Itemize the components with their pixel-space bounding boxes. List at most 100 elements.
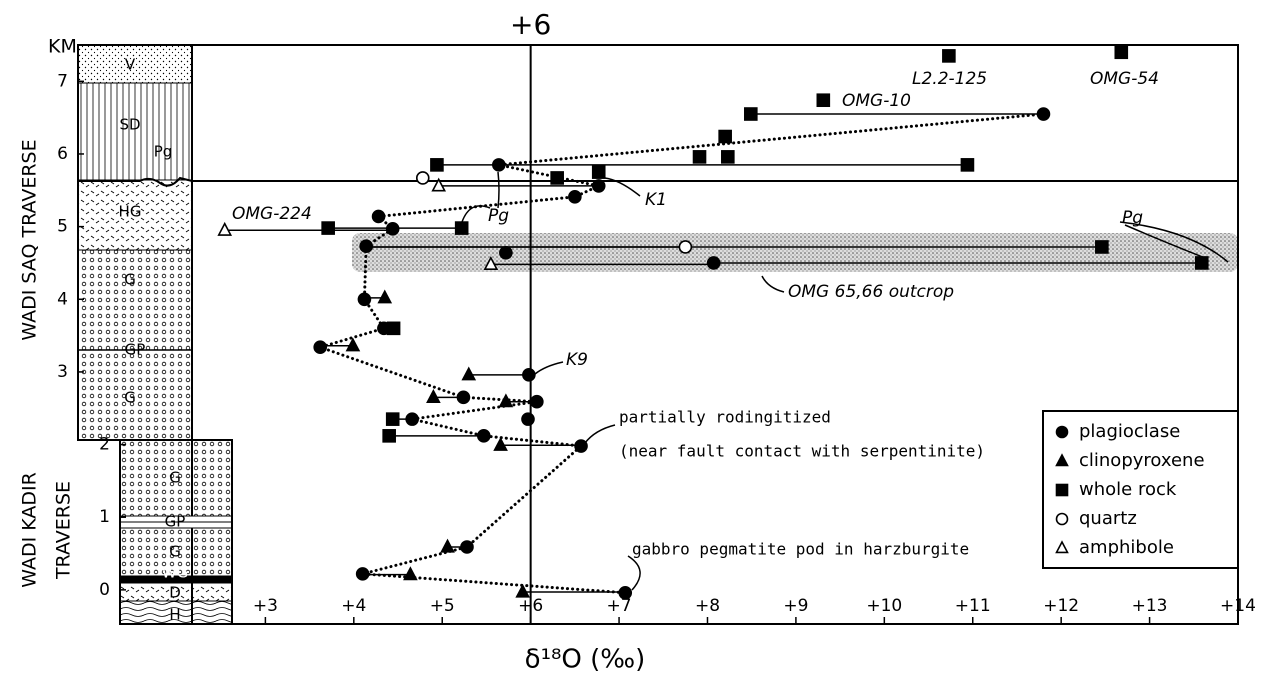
point <box>678 240 693 254</box>
point <box>405 412 419 426</box>
unit-label: GP <box>125 341 146 359</box>
annotation: (near fault contact with serpentinite) <box>619 442 985 461</box>
unit-hg <box>77 179 193 251</box>
x-tick-label: +4 <box>341 596 366 616</box>
unit-label: G <box>124 271 136 289</box>
point <box>217 221 233 236</box>
x-tick-label: +11 <box>955 596 991 616</box>
point <box>460 540 474 554</box>
point <box>1095 240 1109 254</box>
y-tick-label: 6 <box>57 144 68 164</box>
legend-marker <box>1055 453 1069 467</box>
legend-marker <box>1055 483 1069 497</box>
legend-box <box>1042 410 1239 569</box>
point <box>574 439 588 453</box>
point <box>515 583 531 598</box>
point <box>426 389 441 403</box>
point <box>476 429 491 443</box>
traverse-label: TRAVERSE <box>53 481 75 580</box>
unit-v <box>77 44 193 84</box>
pg-contact <box>78 176 193 187</box>
x-tick-label: +6 <box>518 596 543 616</box>
legend-marker <box>1055 540 1069 554</box>
y-tick-label: 3 <box>57 362 68 382</box>
point <box>816 93 831 108</box>
leader-lines <box>461 171 1229 591</box>
x-tick-label: +10 <box>866 596 902 616</box>
unit-label: G <box>124 389 136 407</box>
x-axis-label: δ¹⁸O (‰) <box>525 645 646 675</box>
legend-label: amphibole <box>1079 537 1174 558</box>
unit-label: WG <box>162 564 188 582</box>
point <box>692 150 707 164</box>
unit-g-lower <box>119 439 233 577</box>
point <box>415 171 430 185</box>
annotation: partially rodingitized <box>619 408 831 427</box>
point <box>1114 45 1129 60</box>
unit-label: G <box>169 543 181 561</box>
unit-label: GP <box>165 513 186 531</box>
point <box>454 221 469 235</box>
x-tick-label: +9 <box>783 596 808 616</box>
point <box>403 566 418 581</box>
point <box>721 150 735 164</box>
unit-sd <box>77 82 193 181</box>
point <box>355 567 370 581</box>
unit-label: V <box>125 56 136 74</box>
annotation: OMG-224 <box>232 204 312 224</box>
unit-label: Pg <box>154 143 173 161</box>
point <box>440 538 455 553</box>
point <box>382 429 396 443</box>
annotation: K9 <box>566 350 588 370</box>
legend: plagioclase clinopyroxene whole rock quartz… <box>1042 410 1239 569</box>
x-tick-label: +14 <box>1220 596 1256 616</box>
annotation: OMG-54 <box>1090 69 1159 89</box>
point <box>386 321 401 336</box>
point <box>377 289 393 304</box>
unit-label: G <box>169 469 181 487</box>
legend-label: clinopyroxene <box>1079 450 1205 471</box>
point <box>744 107 758 121</box>
y-tick-label: 2 <box>99 435 110 455</box>
unit-wg <box>120 576 232 583</box>
point <box>1036 107 1051 121</box>
unit-label: H <box>169 606 180 624</box>
y-tick-label: 4 <box>57 289 68 309</box>
point <box>960 158 975 172</box>
point <box>492 158 506 172</box>
annotation: OMG-10 <box>842 91 911 111</box>
point <box>493 436 508 451</box>
point <box>498 393 514 408</box>
reference-label: +6 <box>510 8 551 41</box>
point <box>706 256 721 270</box>
point <box>345 337 361 352</box>
point <box>718 129 732 144</box>
traverse-label: WADI SAQ TRAVERSE <box>19 139 41 340</box>
stratigraphic-column: V SD Pg HG G GP G G GP G WG D H <box>77 44 233 625</box>
y-tick-label: 0 <box>99 580 110 600</box>
point <box>430 158 444 172</box>
column-frame-lower <box>119 439 233 625</box>
annotation: OMG 65,66 outcrop <box>788 282 954 302</box>
point <box>431 177 447 192</box>
point <box>568 190 582 204</box>
x-tick-label: +8 <box>695 596 720 616</box>
point <box>359 239 373 254</box>
y-tick-label: 1 <box>99 507 110 527</box>
trend-line <box>315 112 1045 595</box>
legend-label: plagioclase <box>1079 421 1180 442</box>
legend-label: quartz <box>1079 508 1137 529</box>
traverse-label: WADI KADIR <box>19 472 41 588</box>
unit-label: SD <box>119 116 140 134</box>
point <box>313 340 328 355</box>
annotations: L2.2-125 OMG-54 OMG-10 K1 Pg OMG-224 Pg … <box>232 69 1229 591</box>
point <box>618 585 633 600</box>
x-tick-label: +7 <box>607 596 632 616</box>
y-axis-label: KM <box>48 36 77 58</box>
point <box>357 292 372 307</box>
y-tick-label: 5 <box>57 217 68 237</box>
unit-label: HG <box>119 203 142 221</box>
x-tick-label: +3 <box>253 596 278 616</box>
point <box>591 179 606 193</box>
